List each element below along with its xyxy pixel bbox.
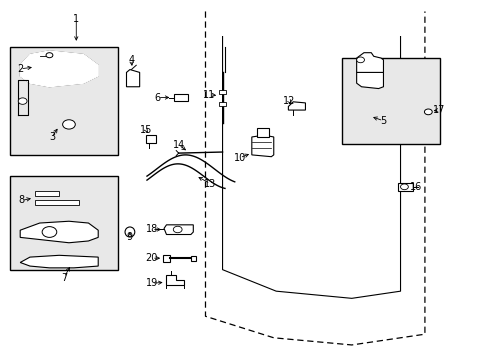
Text: 15: 15	[140, 125, 152, 135]
Polygon shape	[251, 135, 273, 157]
Text: 11: 11	[203, 90, 215, 100]
Text: 10: 10	[233, 153, 245, 163]
Polygon shape	[126, 69, 140, 87]
Polygon shape	[219, 102, 225, 107]
Polygon shape	[173, 94, 188, 101]
Text: 18: 18	[145, 225, 158, 234]
Text: 9: 9	[126, 232, 133, 242]
Text: 13: 13	[204, 179, 216, 189]
Polygon shape	[146, 135, 156, 143]
Polygon shape	[256, 128, 268, 137]
Text: 17: 17	[432, 105, 445, 115]
Text: 3: 3	[49, 132, 55, 142]
Circle shape	[173, 226, 182, 233]
Text: 5: 5	[380, 116, 386, 126]
Circle shape	[46, 53, 53, 58]
Bar	[341, 58, 439, 144]
Polygon shape	[166, 275, 183, 285]
Polygon shape	[163, 255, 170, 262]
Text: 16: 16	[409, 182, 422, 192]
Circle shape	[424, 109, 431, 115]
Text: 7: 7	[61, 273, 67, 283]
Polygon shape	[35, 200, 79, 205]
Circle shape	[62, 120, 75, 129]
Circle shape	[42, 226, 57, 237]
Polygon shape	[219, 90, 225, 94]
Polygon shape	[288, 102, 305, 110]
Circle shape	[356, 57, 364, 63]
Text: 14: 14	[172, 140, 184, 150]
Text: 8: 8	[19, 195, 25, 206]
Text: 1: 1	[73, 14, 79, 24]
Polygon shape	[356, 53, 383, 76]
Bar	[10, 47, 118, 155]
Text: 6: 6	[154, 93, 161, 103]
Polygon shape	[397, 183, 412, 191]
Polygon shape	[20, 255, 98, 268]
Ellipse shape	[125, 227, 135, 237]
Circle shape	[18, 98, 27, 104]
Polygon shape	[190, 256, 195, 261]
Text: 20: 20	[145, 253, 158, 263]
Polygon shape	[20, 221, 98, 243]
Polygon shape	[163, 225, 193, 234]
Polygon shape	[35, 191, 59, 196]
Text: 12: 12	[283, 96, 295, 106]
Text: 2: 2	[17, 64, 23, 74]
Text: 19: 19	[145, 278, 158, 288]
Circle shape	[400, 184, 407, 190]
Text: 4: 4	[128, 55, 134, 65]
Polygon shape	[356, 72, 383, 89]
Polygon shape	[20, 51, 98, 87]
Bar	[10, 176, 118, 270]
